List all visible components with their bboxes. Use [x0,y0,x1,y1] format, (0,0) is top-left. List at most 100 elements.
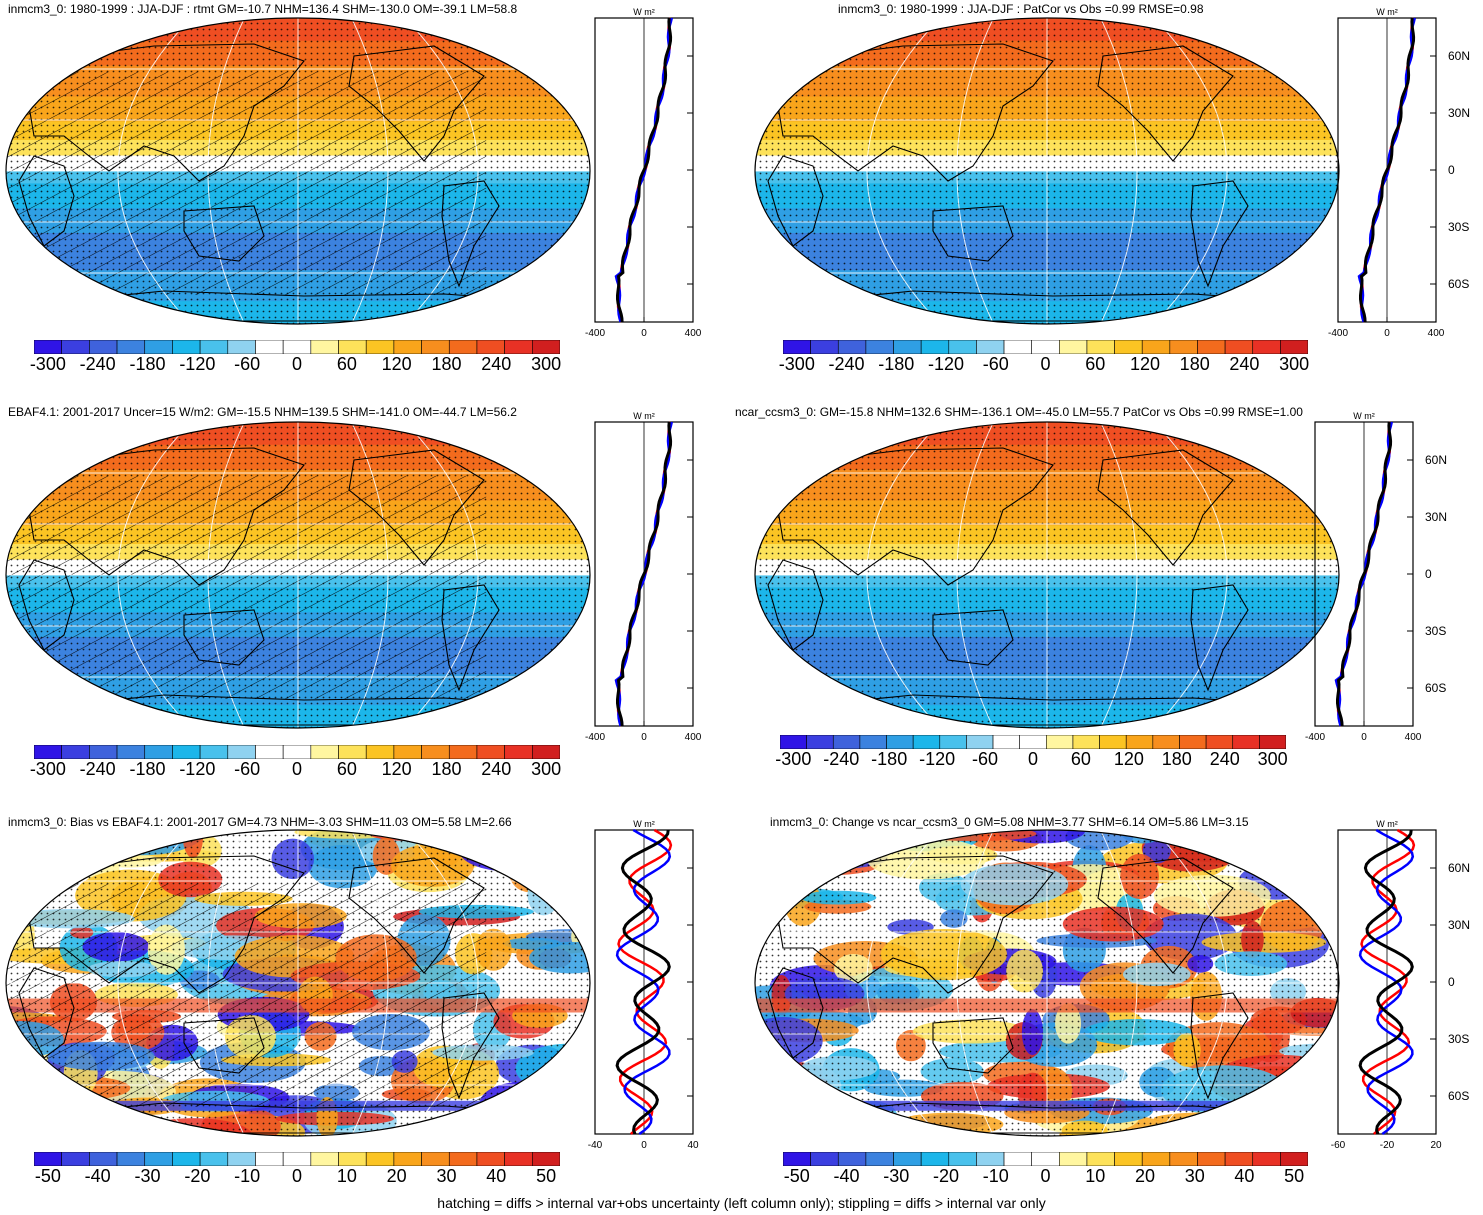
profile-units: W m² [1376,7,1398,17]
colorbar-c [34,745,560,759]
graticule-meridian [404,422,479,728]
colorbar-label: 0 [291,759,303,779]
footer-note: hatching = diffs > internal var+obs unce… [437,1195,1046,1211]
profile-xtick: 0 [641,732,647,743]
lat-label: 0 [1448,975,1455,989]
colorbar-b [783,340,1308,354]
colorbar-swatch [948,1152,977,1166]
graticule-meridian [207,18,245,324]
colorbar-label: 60 [1070,749,1091,769]
colorbar-swatch [1280,1152,1308,1166]
colorbar-label: 20 [386,1166,407,1186]
colorbar-swatch [783,1152,811,1166]
graticule-meridian [1100,18,1138,324]
colorbar-label: -40 [833,1166,860,1186]
graticule-meridian [1153,18,1228,324]
graticule-meridian [404,830,479,1136]
colorbar-swatch [1003,340,1032,354]
colorbar-swatch [199,745,229,759]
coastline [23,447,305,586]
colorbar-swatch [1197,340,1226,354]
colorbar-swatch [199,1152,229,1166]
coastline [348,45,485,162]
profile-xtick: 400 [685,732,702,743]
graticule-meridian [956,18,994,324]
coastline [932,609,1014,666]
colorbar-label: 120 [381,759,412,779]
coastline [932,1017,1014,1074]
coastline [18,155,75,247]
colorbar-swatch [992,735,1020,749]
map-panel-d [754,421,1340,729]
colorbar-swatch [1205,735,1234,749]
zonal-profile-e: W m² -40 0 40 [588,819,699,1151]
panel-f-title: inmcm3_0: Change vs ncar_ccsm3_0 GM=5.08… [770,815,1249,829]
colorbar-swatch [893,1152,922,1166]
lat-label: 60S [1448,1089,1469,1103]
coastline [183,205,265,262]
colorbar-label: -50 [783,1166,810,1186]
map-panel-f [754,829,1340,1137]
anomaly-blob [1286,1082,1316,1108]
coastline [23,855,305,994]
colorbar-label: -30 [134,1166,161,1186]
map-field [6,830,590,1136]
profile-line-mean [1359,17,1416,323]
colorbar-swatch [780,735,807,749]
colorbar-swatch [282,1152,312,1166]
colorbar-label: -180 [129,354,166,374]
colorbar-label: -30 [883,1166,910,1186]
colorbar-swatch [1259,735,1286,749]
colorbar-swatch [172,340,201,354]
colorbar-swatch [89,745,118,759]
lat-label: 60S [1425,681,1446,695]
coastline [772,855,1054,994]
colorbar-label: -180 [871,749,908,769]
colorbar-label: -10 [234,1166,261,1186]
hatching [6,71,487,295]
colorbar-label: 240 [1209,749,1240,769]
colorbar-swatch [255,1152,284,1166]
colorbar-swatch [1059,1152,1088,1166]
colorbar-label: -120 [928,354,965,374]
colorbar-swatch [1141,1152,1171,1166]
colorbar-swatch [61,340,90,354]
colorbar-swatch [338,745,367,759]
colorbar-swatch [1031,1152,1060,1166]
profile-xtick: 0 [641,328,647,339]
colorbar-swatch [116,745,146,759]
colorbar-label: -300 [29,354,66,374]
colorbar-swatch [966,735,994,749]
colorbar-label: 180 [431,354,462,374]
coastline [183,1017,265,1074]
anomaly-blob [763,1077,828,1090]
colorbar-label: 40 [1234,1166,1255,1186]
colorbar-swatch [116,340,146,354]
colorbar-swatch [448,1152,478,1166]
colorbar-label: -120 [919,749,956,769]
map-panel-e [5,829,591,1137]
colorbar-swatch [34,1152,62,1166]
colorbar-label: 0 [291,1166,303,1186]
colorbar-label: -40 [84,1166,111,1186]
map-panel-c [5,421,591,729]
graticule-meridian [956,830,994,1136]
map-border [5,421,591,729]
colorbar-label: -120 [179,354,216,374]
anomaly-blob [59,1113,126,1136]
coastline [23,43,305,182]
colorbar-label: 300 [531,354,562,374]
colorbar-swatch [1152,735,1180,749]
colorbar-label: 180 [1161,749,1192,769]
profile-xtick: -400 [1328,328,1348,339]
colorbar-swatch [144,745,173,759]
lat-label: 30S [1425,624,1446,638]
graticule-meridian [117,18,192,324]
profile-line-mean [1358,829,1414,1135]
colorbar-swatch [476,1152,505,1166]
anomaly-blob [25,833,48,864]
panel-e-title: inmcm3_0: Bias vs EBAF4.1: 2001-2017 GM=… [8,815,512,829]
colorbar-label: 120 [1129,354,1160,374]
anomaly-blob [6,1111,30,1136]
colorbar-swatch [504,340,533,354]
